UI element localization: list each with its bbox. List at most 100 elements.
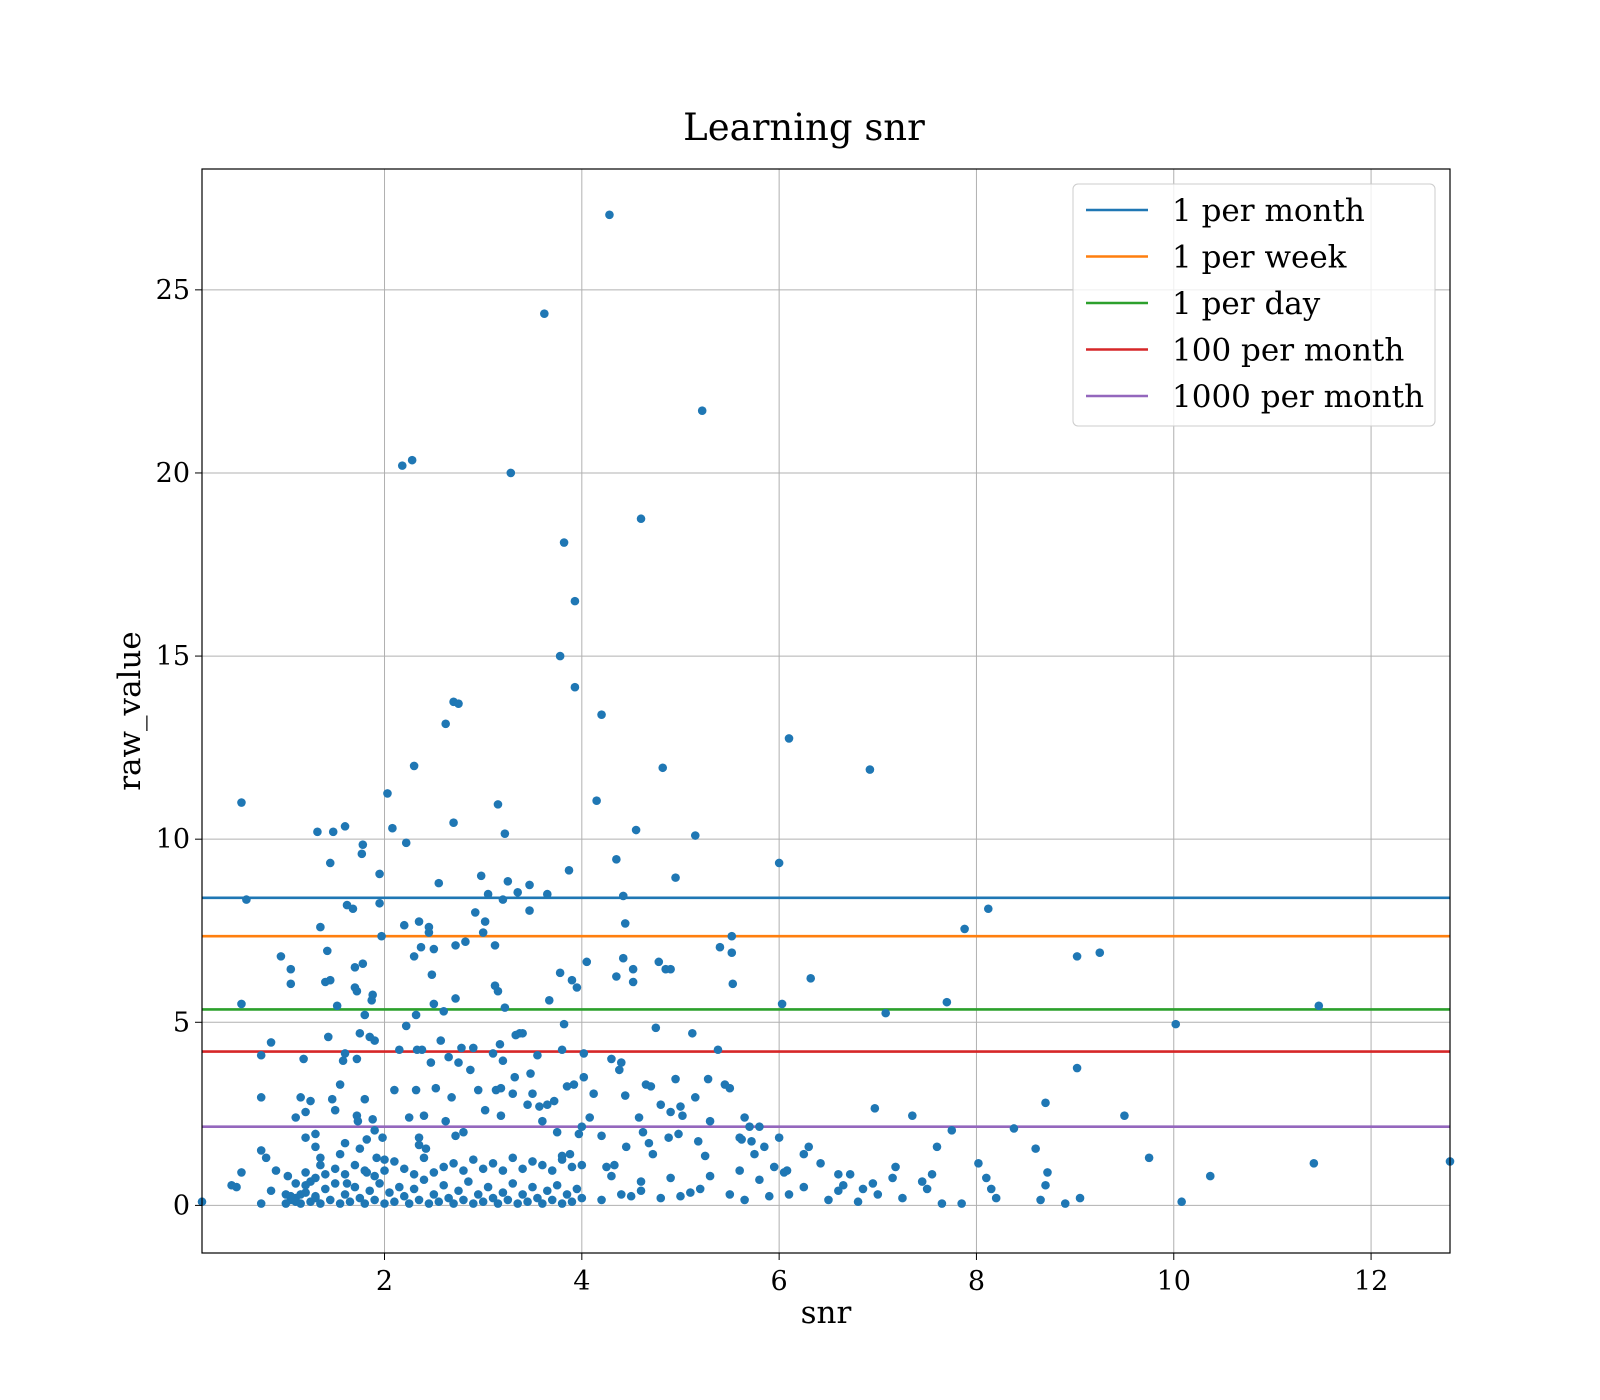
data-point [488, 1158, 498, 1168]
data-point [429, 944, 439, 954]
data-point [266, 1038, 276, 1047]
data-point [380, 1166, 389, 1175]
data-point [296, 1199, 305, 1208]
data-point [469, 1043, 478, 1053]
data-point [960, 924, 969, 934]
data-point [286, 979, 296, 989]
data-point [380, 1199, 389, 1208]
data-point [538, 1116, 547, 1126]
plot-frame [201, 168, 1451, 1254]
data-point [525, 880, 534, 890]
data-point [567, 1162, 577, 1172]
data-point [620, 1091, 630, 1100]
data-point [506, 468, 516, 478]
data-point [473, 1085, 483, 1095]
data-point [740, 1195, 749, 1205]
data-point [311, 1129, 320, 1139]
data-point [518, 1164, 527, 1174]
legend: 1 per month 1 per week 1 per day 100 per mo… [1072, 183, 1436, 427]
data-point [671, 873, 680, 882]
data-point [764, 1191, 774, 1201]
data-point [597, 1131, 606, 1141]
data-point [612, 972, 621, 981]
data-point [407, 455, 417, 465]
data-point [419, 1111, 429, 1120]
data-point [355, 1144, 365, 1153]
data-point [858, 1184, 868, 1194]
data-point [404, 1199, 414, 1208]
data-point [301, 1180, 310, 1190]
data-point [256, 1199, 266, 1208]
data-point [1309, 1158, 1319, 1168]
data-point [434, 1197, 444, 1207]
data-point [316, 1153, 325, 1163]
data-point [429, 1190, 439, 1199]
data-point [740, 1113, 749, 1122]
data-point [557, 1199, 567, 1208]
data-point [449, 1158, 458, 1168]
data-point [352, 1054, 362, 1064]
data-point [982, 1173, 991, 1183]
data-point [421, 1144, 431, 1153]
data-point [651, 1023, 661, 1033]
data-point [1144, 1153, 1154, 1163]
data-point [276, 952, 286, 961]
data-point [496, 1083, 506, 1093]
data-point [330, 1105, 340, 1115]
data-point [358, 959, 368, 968]
data-point [737, 1135, 746, 1144]
data-point [362, 1135, 372, 1144]
data-point [483, 1182, 493, 1192]
data-point [378, 1133, 387, 1142]
data-point [237, 999, 246, 1009]
data-point [870, 1104, 880, 1113]
data-point [991, 1193, 1001, 1203]
data-point [555, 968, 565, 978]
data-point [429, 1168, 439, 1177]
data-point [454, 1186, 463, 1196]
data-point [480, 917, 490, 926]
data-point [535, 1102, 544, 1111]
data-point [358, 840, 368, 849]
data-point [700, 1151, 710, 1161]
data-point [350, 1160, 360, 1170]
data-point [478, 1164, 488, 1174]
data-point [404, 1113, 414, 1122]
data-point [834, 1169, 843, 1179]
data-point [360, 1199, 370, 1208]
data-point [559, 1019, 569, 1029]
data-point [345, 1197, 355, 1207]
data-point [547, 1195, 557, 1205]
x-tick-label: 4 [573, 1266, 590, 1297]
data-point [755, 1175, 764, 1185]
data-point [299, 1054, 308, 1064]
data-point [806, 974, 816, 983]
data-point [618, 953, 628, 963]
data-point [476, 871, 486, 881]
data-point [697, 406, 707, 416]
data-point [552, 1180, 562, 1190]
data-point [459, 1127, 468, 1137]
data-point [618, 891, 628, 901]
data-point [321, 1184, 330, 1194]
data-point [572, 983, 582, 992]
data-point [469, 1155, 478, 1164]
scatter-points [197, 210, 1455, 1208]
data-point [357, 849, 367, 859]
data-point [626, 1191, 636, 1201]
data-point [409, 952, 419, 961]
data-point [325, 1195, 335, 1205]
data-point [409, 1184, 419, 1194]
data-point [350, 963, 360, 972]
data-point [784, 1190, 794, 1199]
data-point [607, 1171, 616, 1181]
data-point [589, 1089, 598, 1098]
data-point [311, 1191, 320, 1201]
data-point [451, 941, 460, 950]
data-point [498, 1166, 508, 1175]
y-tick-label: 5 [173, 1007, 190, 1038]
data-point [873, 1190, 883, 1199]
chart-title: Learning snr [683, 106, 925, 149]
data-point [370, 1195, 379, 1205]
x-tick-label: 10 [1157, 1266, 1191, 1297]
